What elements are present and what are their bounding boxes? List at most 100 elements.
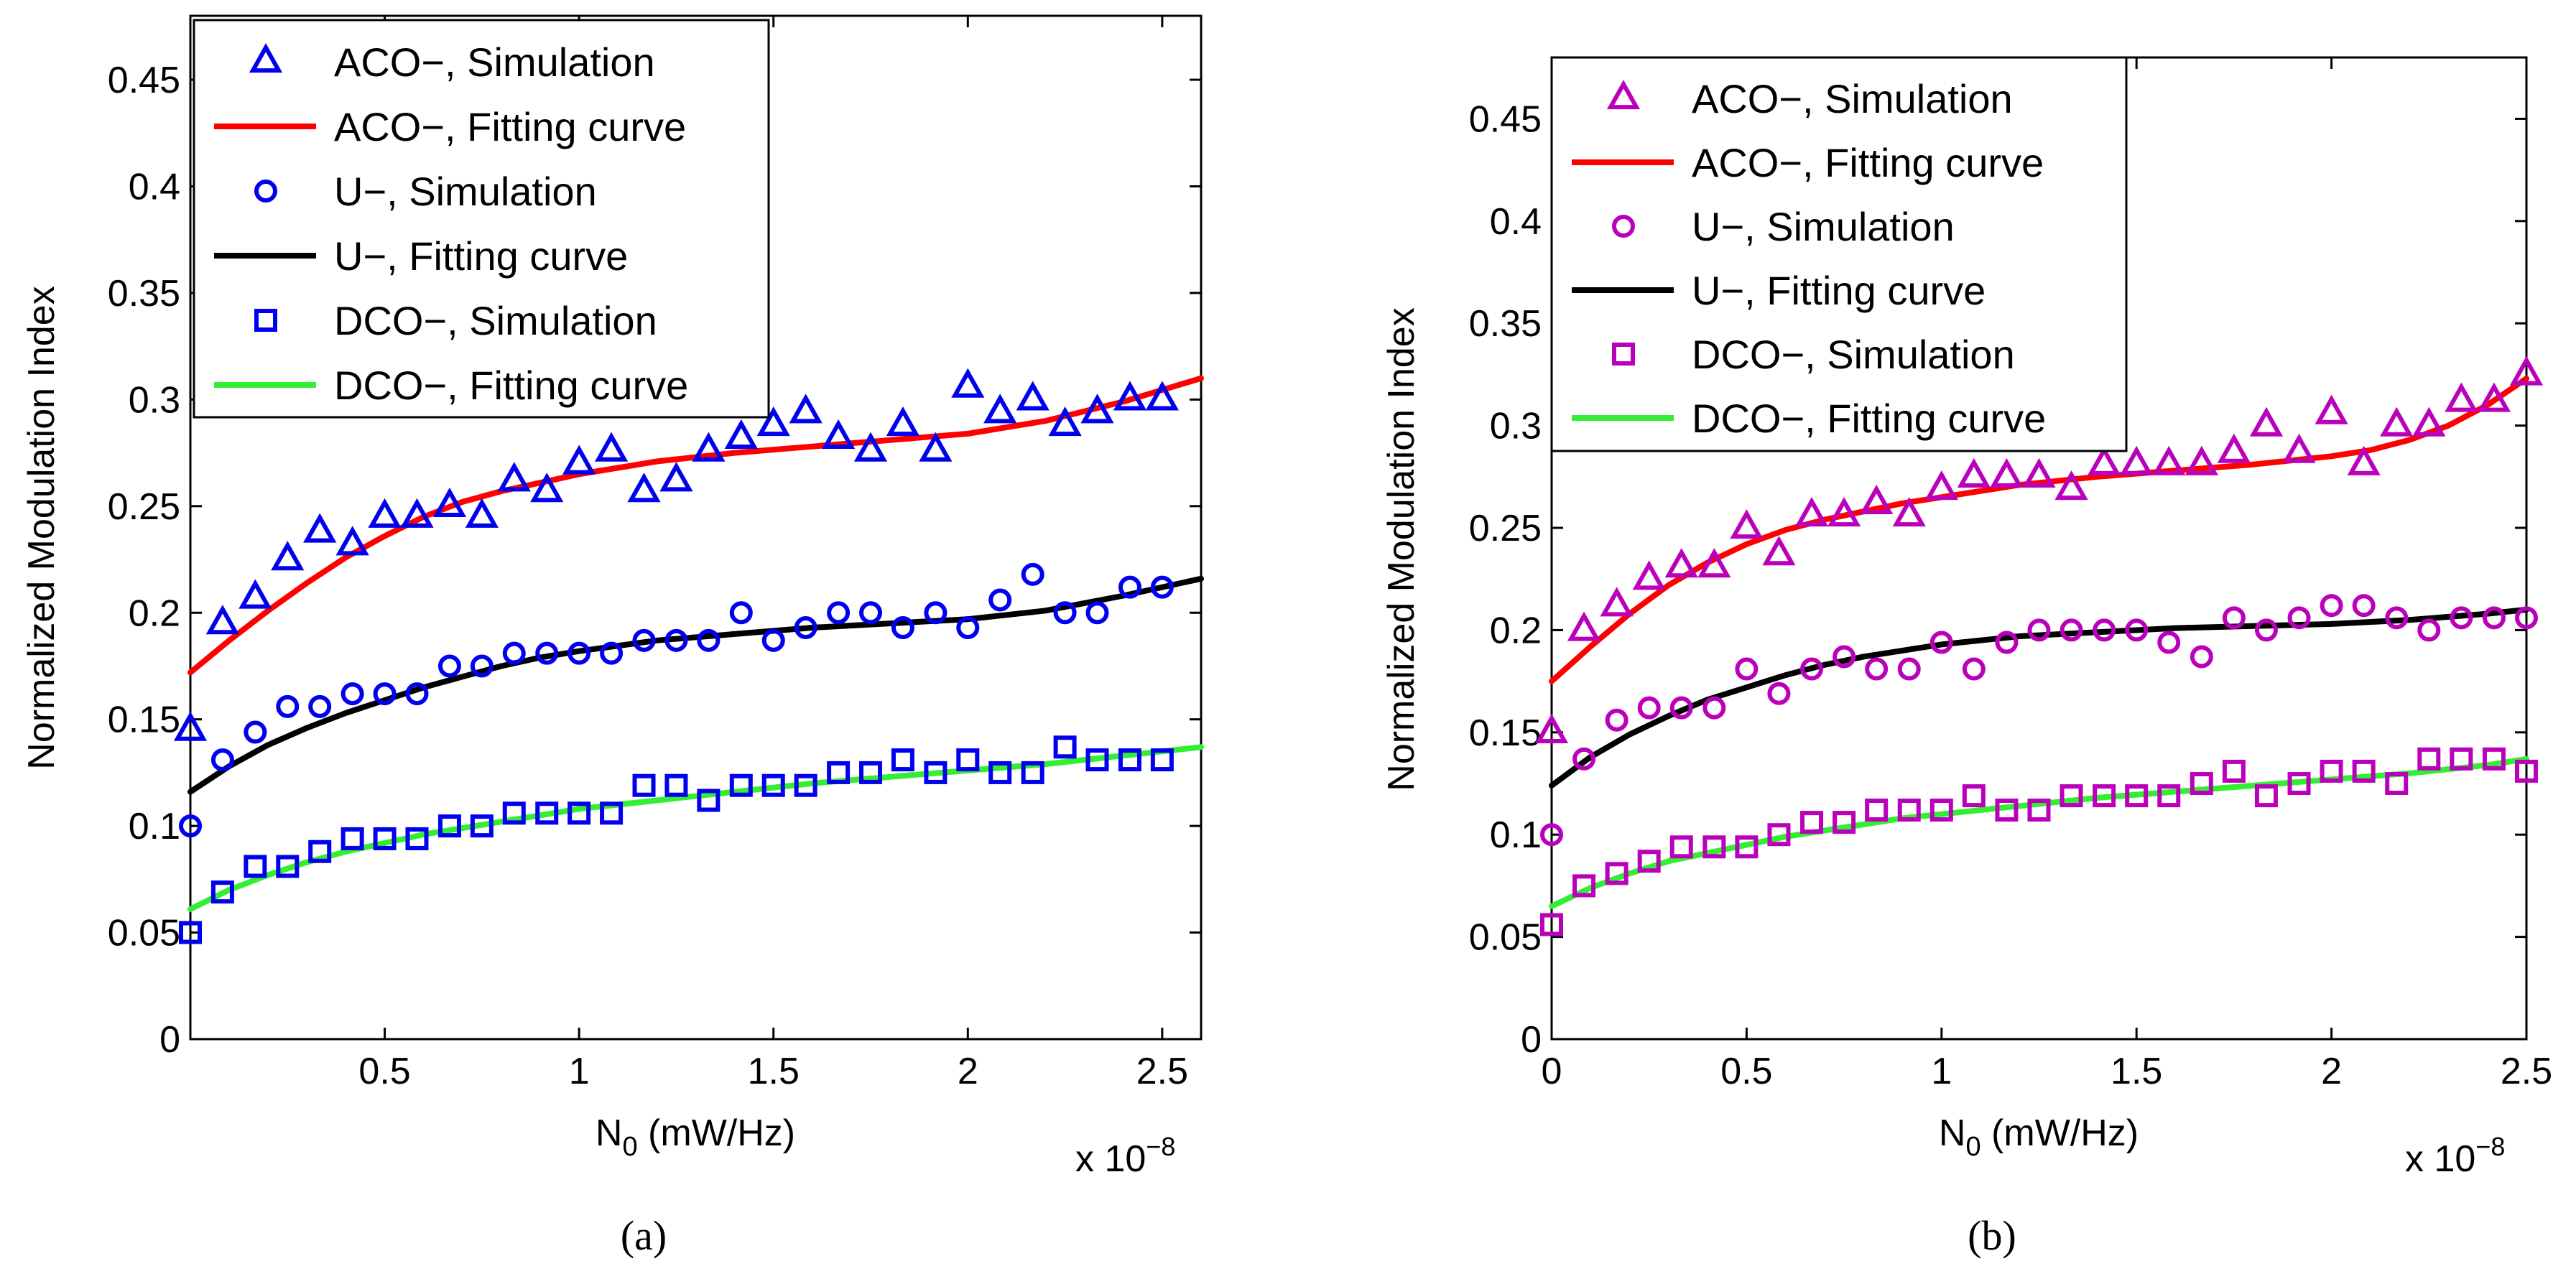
data-point-u xyxy=(1833,645,1856,669)
data-point-u xyxy=(437,654,461,678)
data-point-u xyxy=(2027,618,2051,642)
data-point-u xyxy=(664,628,688,652)
data-point-dco xyxy=(1605,862,1628,885)
data-point-dco xyxy=(1572,874,1596,898)
panel-caption: (a) xyxy=(621,1212,667,1259)
data-point-dco xyxy=(1085,748,1109,772)
data-point-aco xyxy=(335,526,369,556)
data-point-dco xyxy=(2157,784,2181,808)
x-axis-label-main: N xyxy=(1939,1112,1966,1154)
data-point-u xyxy=(2190,645,2213,669)
data-point-aco xyxy=(821,419,856,449)
legend-label: ACO−, Simulation xyxy=(1692,76,2013,121)
data-point-dco xyxy=(308,840,332,863)
x-tick-label: 0.5 xyxy=(358,1051,410,1092)
data-point-aco xyxy=(271,541,305,571)
y-tick-label: 0.15 xyxy=(108,699,180,741)
y-tick-label: 0.2 xyxy=(1490,610,1542,651)
data-point-u xyxy=(2093,618,2116,642)
data-point-u xyxy=(1929,631,1953,654)
fit-curve-aco xyxy=(187,375,1204,676)
data-point-dco xyxy=(1669,835,1693,859)
data-point-u xyxy=(1021,562,1044,586)
data-point-dco xyxy=(2515,759,2538,783)
x-tick-label: 1.5 xyxy=(2111,1051,2162,1092)
data-point-aco xyxy=(659,462,693,492)
data-point-aco xyxy=(2054,470,2088,501)
data-point-aco xyxy=(886,406,920,437)
chart-panel-a: 0 0.05 0.1 0.15 0.2 0.25 0.3 0.35 0.4 0.45 0.5 1 1.5… xyxy=(21,14,1204,1259)
data-point-dco xyxy=(988,761,1012,784)
data-point-dco xyxy=(2027,799,2051,822)
data-point-u xyxy=(502,641,526,665)
data-point-u xyxy=(891,616,914,640)
data-point-aco xyxy=(594,432,629,462)
x-axis-label-units: (mW/Hz) xyxy=(1981,1112,2139,1154)
data-point-u xyxy=(827,601,851,625)
data-point-dco xyxy=(2352,759,2376,783)
data-point-dco xyxy=(340,827,364,850)
legend-label: DCO−, Simulation xyxy=(1692,332,2015,377)
data-point-aco xyxy=(724,419,758,449)
legend-box xyxy=(1550,56,2128,452)
y-tick-label: 0.3 xyxy=(129,379,180,421)
legend-marker-square xyxy=(1612,343,1635,366)
data-point-u xyxy=(2222,606,2246,630)
data-point-dco xyxy=(2190,772,2213,796)
data-point-u xyxy=(179,814,202,838)
y-tick-label: 0 xyxy=(1521,1019,1542,1061)
y-tick-label: 0.05 xyxy=(108,913,180,954)
data-point-aco xyxy=(1990,457,2024,488)
x-tick-label: 2 xyxy=(958,1051,978,1092)
data-point-u xyxy=(2352,594,2376,618)
data-point-aco xyxy=(1860,484,1894,515)
data-point-aco xyxy=(789,394,823,424)
data-point-dco xyxy=(761,773,785,797)
data-point-dco xyxy=(664,773,688,797)
data-point-aco xyxy=(756,406,790,437)
data-point-u xyxy=(1995,631,2019,654)
data-point-u xyxy=(1962,657,1986,681)
fit-curve-u xyxy=(1549,606,2529,789)
data-point-aco xyxy=(2445,382,2478,412)
data-point-dco xyxy=(2125,784,2149,808)
x-axis-label-main: N xyxy=(596,1112,623,1154)
data-point-dco xyxy=(2093,784,2116,808)
data-point-aco xyxy=(2347,445,2381,475)
data-point-dco xyxy=(827,761,851,784)
legend-marker-square xyxy=(254,309,277,332)
data-point-dco xyxy=(535,801,559,825)
data-point-aco xyxy=(2509,355,2544,386)
data-point-dco xyxy=(1637,850,1661,873)
data-point-dco xyxy=(632,773,656,797)
y-tick-label: 0.1 xyxy=(129,806,180,847)
legend-label: ACO−, Fitting curve xyxy=(1692,140,2044,185)
data-point-u xyxy=(2060,618,2083,642)
legend-marker-circle xyxy=(1612,215,1635,238)
data-point-u xyxy=(210,748,234,772)
data-point-dco xyxy=(1150,748,1174,772)
data-point-dco xyxy=(600,801,624,825)
data-point-dco xyxy=(1929,799,1953,822)
data-point-aco xyxy=(951,368,985,398)
data-point-u xyxy=(470,654,494,678)
data-point-aco xyxy=(2315,394,2348,424)
data-point-aco xyxy=(1762,536,1796,566)
data-point-aco xyxy=(205,605,240,635)
data-point-u xyxy=(1702,696,1726,720)
data-point-dco xyxy=(1735,835,1759,859)
data-point-u xyxy=(1085,601,1109,625)
x-tick-label: 1.5 xyxy=(748,1051,800,1092)
legend-marker-circle xyxy=(254,180,277,203)
data-point-aco xyxy=(2088,445,2121,475)
data-point-u xyxy=(244,720,267,744)
data-point-dco xyxy=(891,748,914,772)
data-point-dco xyxy=(1118,748,1141,772)
data-point-dco xyxy=(1995,799,2019,822)
data-point-aco xyxy=(1048,406,1082,437)
data-point-aco xyxy=(627,473,661,503)
data-point-u xyxy=(1150,575,1174,599)
data-point-dco xyxy=(1865,799,1889,822)
data-point-aco xyxy=(530,473,564,503)
data-point-u xyxy=(2125,618,2149,642)
